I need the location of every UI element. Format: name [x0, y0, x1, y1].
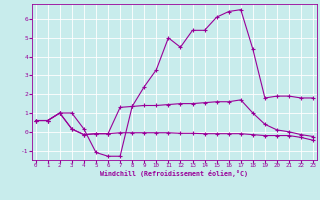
X-axis label: Windchill (Refroidissement éolien,°C): Windchill (Refroidissement éolien,°C) — [100, 170, 248, 177]
